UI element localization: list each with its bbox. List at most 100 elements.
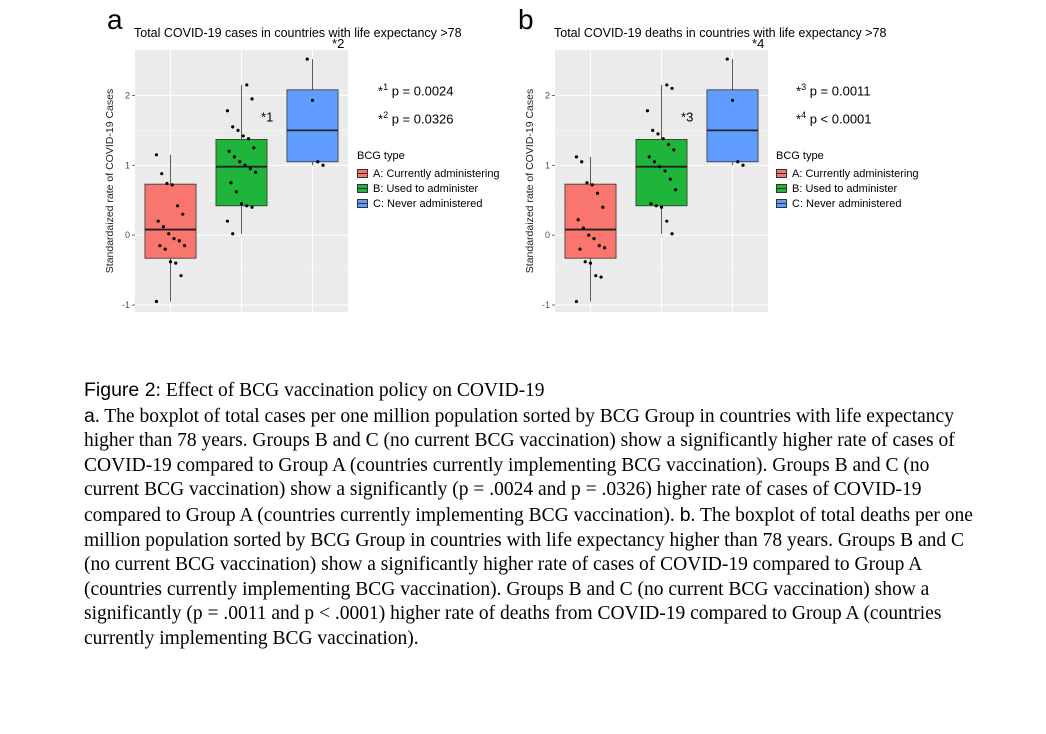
legend-swatch [357, 199, 368, 208]
data-point [661, 137, 665, 141]
caption-part-b-text: . The boxplot of total deaths per one mi… [84, 504, 973, 649]
data-point [651, 128, 655, 132]
data-point [649, 202, 653, 206]
box-a [564, 183, 617, 259]
pvalue-4-mark: * [796, 111, 802, 127]
legend-item-b-group-c: C: Never administered [776, 196, 919, 211]
pvalue-4-text: p < 0.0001 [809, 111, 872, 127]
data-point [316, 160, 320, 164]
legend-b: BCG type A: Currently administering B: U… [776, 150, 919, 211]
data-point [252, 146, 256, 150]
y-tick-label: 1 [125, 160, 130, 170]
significance-label: *1 [261, 109, 273, 124]
data-point [310, 98, 315, 102]
data-point [321, 163, 325, 167]
legend-label: A: Currently administering [792, 167, 919, 180]
pvalue-4: *4 p < 0.0001 [796, 110, 872, 126]
pvalue-1-text: p = 0.0024 [391, 83, 454, 99]
data-point [658, 165, 662, 169]
figure-title: : Effect of BCG vaccination policy on CO… [155, 380, 545, 401]
pvalue-3-text: p = 0.0011 [809, 83, 871, 99]
data-point [168, 260, 173, 264]
legend-swatch [776, 199, 787, 208]
figure-label: Figure 2 [84, 379, 156, 401]
data-point [181, 212, 185, 216]
data-point [583, 260, 587, 264]
data-point [659, 205, 664, 209]
legend-item-b-group-a: A: Currently administering [776, 166, 919, 181]
data-point [576, 218, 580, 222]
data-point [250, 97, 254, 101]
data-point [179, 274, 183, 278]
data-point [174, 261, 178, 265]
legend-title-a: BCG type [357, 150, 405, 162]
data-point [231, 232, 235, 236]
data-point [587, 233, 591, 237]
legend-a: BCG type A: Currently administering B: U… [357, 150, 500, 211]
panel-letter-b: b [518, 4, 534, 35]
data-point [165, 181, 169, 186]
data-point [592, 237, 596, 241]
significance-label: *3 [681, 109, 693, 124]
y-tick-label: 2 [125, 90, 130, 100]
data-point [574, 155, 579, 159]
data-point [305, 57, 309, 61]
data-point [666, 142, 671, 146]
data-point [236, 128, 240, 132]
pvalue-4-sup: 4 [801, 110, 807, 120]
legend-label: C: Never administered [792, 197, 902, 210]
pvalue-3-mark: * [796, 83, 802, 99]
data-point [175, 204, 180, 208]
data-point [663, 169, 667, 173]
pvalue-2-text: p = 0.0326 [391, 111, 454, 127]
y-tick-label: 0 [125, 230, 130, 240]
data-point [156, 219, 160, 223]
box-b [215, 139, 268, 207]
data-point [597, 244, 601, 248]
pvalue-2-mark: * [378, 111, 384, 127]
legend-swatch [776, 184, 787, 193]
data-point [172, 237, 176, 241]
pvalue-1: *1 p = 0.0024 [378, 82, 454, 98]
pvalue-2-sup: 2 [383, 110, 389, 120]
legend-label: A: Currently administering [373, 167, 500, 180]
caption-part-a-label: a [84, 404, 95, 427]
pvalue-1-sup: 1 [383, 82, 389, 92]
legend-item-a-group-a: A: Currently administering [357, 166, 500, 181]
data-point [250, 205, 254, 209]
data-point [177, 239, 181, 243]
pvalue-2: *2 p = 0.0326 [378, 110, 454, 126]
pvalue-3: *3 p = 0.0011 [796, 82, 871, 98]
data-point [590, 183, 594, 187]
data-point [580, 160, 584, 164]
data-point [668, 177, 672, 181]
data-point [182, 244, 187, 248]
data-point [158, 244, 162, 248]
legend-item-a-group-c: C: Never administered [357, 196, 500, 211]
y-tick-label: -1 [542, 300, 550, 310]
y-tick-label: 1 [545, 160, 550, 170]
data-point [225, 109, 230, 113]
legend-swatch [357, 184, 368, 193]
data-point [599, 275, 603, 279]
legend-title-b: BCG type [776, 150, 824, 162]
y-tick-label: 0 [545, 230, 550, 240]
data-point [253, 170, 258, 174]
data-point [227, 149, 231, 153]
data-point [647, 155, 651, 159]
data-point [161, 225, 166, 229]
data-point [234, 190, 238, 194]
data-point [243, 163, 247, 167]
data-point [578, 247, 582, 251]
data-point [245, 83, 249, 87]
data-point [656, 132, 660, 136]
legend-label: B: Used to administer [373, 182, 479, 195]
caption-part-a-text: . The boxplot of total cases per one mil… [84, 405, 955, 526]
data-point [231, 125, 235, 129]
caption-part-b-label: b [679, 503, 691, 526]
y-tick-label: -1 [122, 300, 130, 310]
y-tick-label: 2 [545, 90, 550, 100]
legend-swatch [357, 169, 368, 178]
data-point [167, 232, 171, 236]
chart-title-a: Total COVID-19 cases in countries with l… [134, 26, 462, 40]
